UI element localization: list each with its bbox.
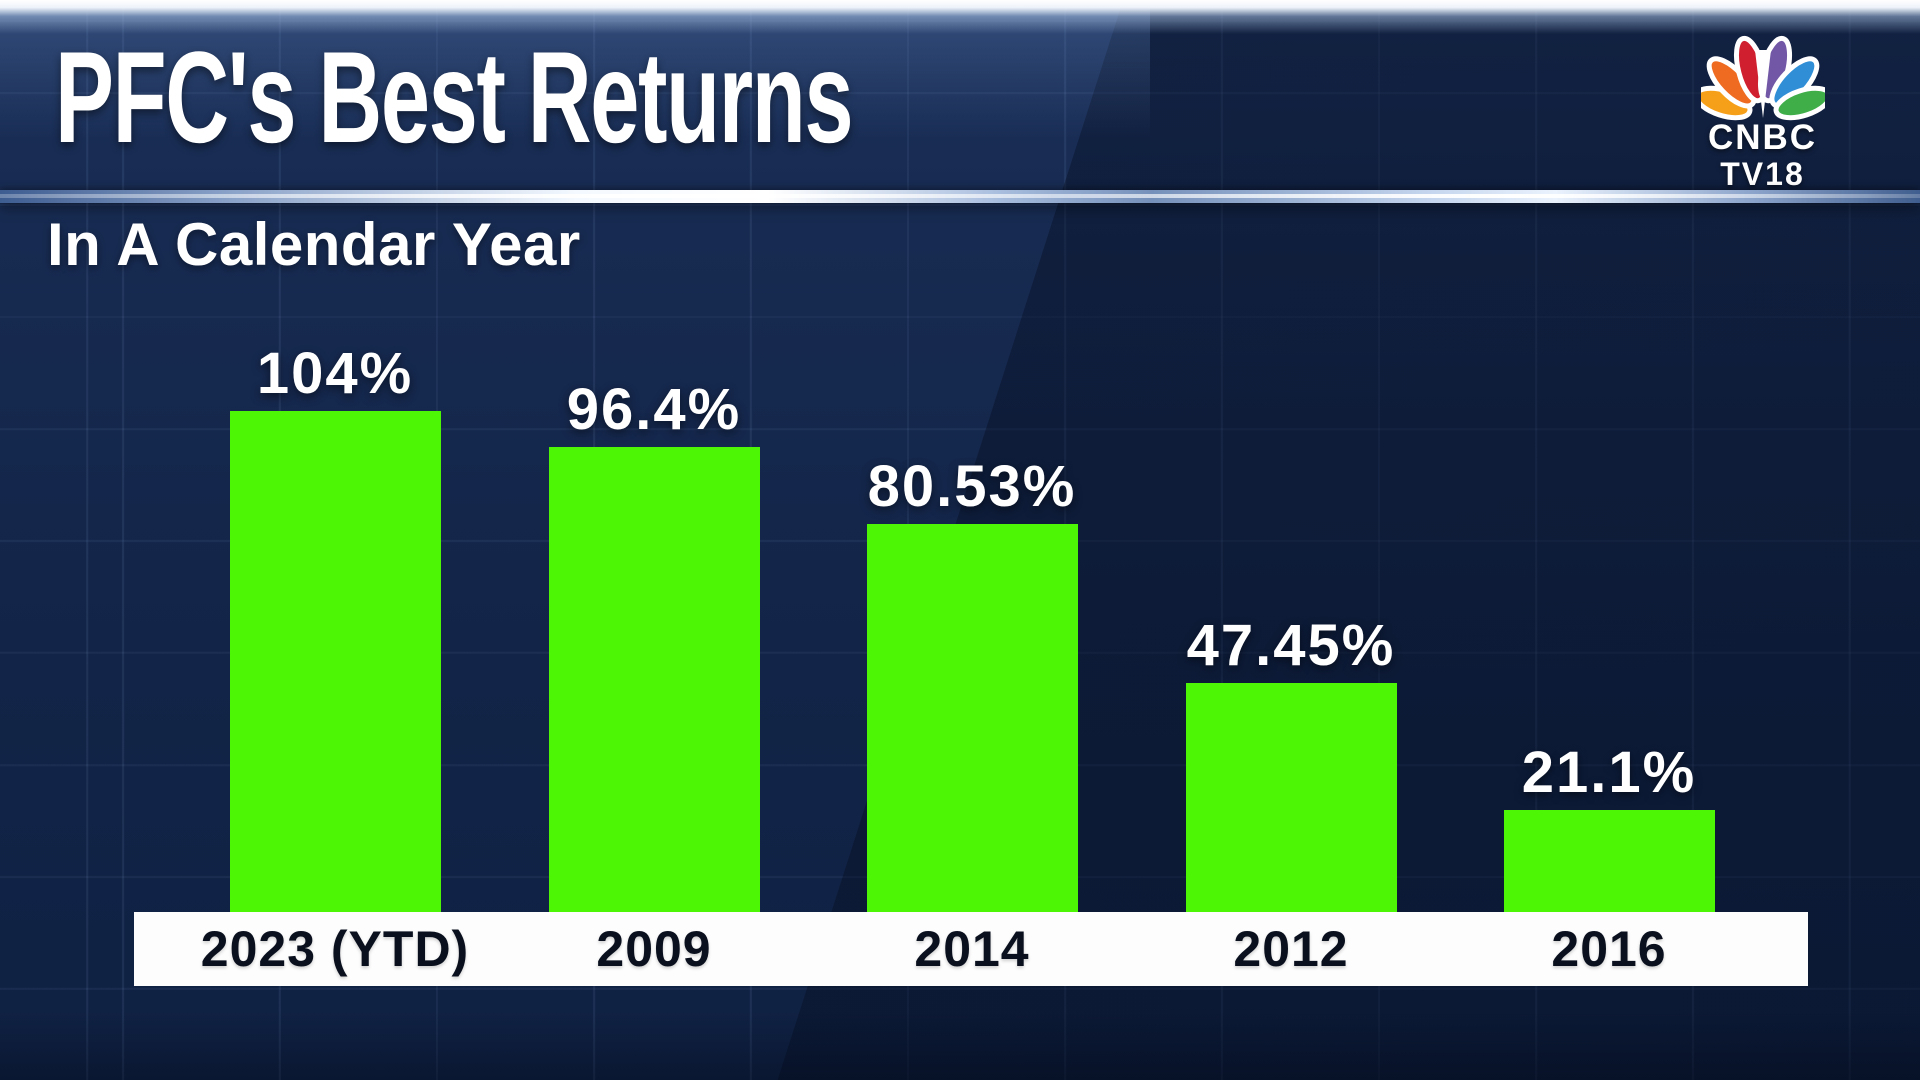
logo-text-tv18: TV18 xyxy=(1720,156,1805,192)
bar xyxy=(548,447,760,912)
category-label: 2012 xyxy=(1233,921,1349,977)
bar-value-label: 21.1% xyxy=(1521,740,1697,806)
bottom-vignette xyxy=(0,1010,1920,1080)
logo-text-cnbc: CNBC xyxy=(1707,118,1818,157)
bar-group: 96.4% xyxy=(548,377,760,912)
top-gloss-strip xyxy=(0,0,1920,34)
header-divider xyxy=(0,190,1920,203)
category-label: 2014 xyxy=(914,921,1030,977)
bar-value-label: 47.45% xyxy=(1186,613,1396,679)
bar-value-label: 80.53% xyxy=(867,454,1077,520)
bar-group: 47.45% xyxy=(1185,613,1397,912)
header-divider-core xyxy=(0,194,1920,198)
category-label: 2009 xyxy=(596,921,712,977)
bar xyxy=(229,411,441,912)
category-label: 2023 (YTD) xyxy=(200,921,470,977)
bar-group: 80.53% xyxy=(866,454,1078,912)
bar xyxy=(1503,810,1715,912)
bar xyxy=(866,524,1078,912)
category-label: 2016 xyxy=(1551,921,1667,977)
x-axis-band: 2023 (YTD) 2009 2014 2012 2016 xyxy=(134,912,1808,986)
page-subtitle: In A Calendar Year xyxy=(47,211,581,278)
bar-value-label: 96.4% xyxy=(566,377,742,443)
page-title: PFC's Best Returns xyxy=(55,24,854,170)
bar-value-label: 104% xyxy=(256,341,414,407)
bar-group: 21.1% xyxy=(1503,740,1715,912)
peacock-icon xyxy=(1700,35,1825,121)
cnbc-tv18-logo: CNBC TV18 xyxy=(1680,32,1845,190)
bar-group: 104% xyxy=(229,341,441,912)
bar xyxy=(1185,683,1397,912)
